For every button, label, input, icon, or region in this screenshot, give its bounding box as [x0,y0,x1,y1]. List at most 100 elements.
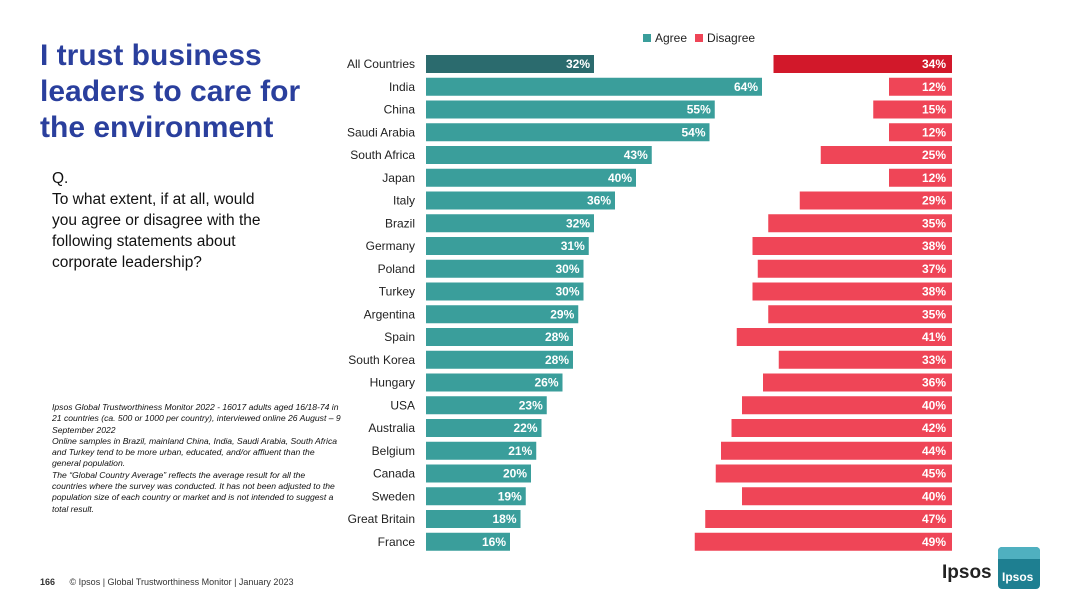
agree-value-label: 18% [492,512,516,526]
disagree-bar [889,77,952,96]
country-label: Saudi Arabia [347,125,415,139]
disagree-bar [757,259,952,278]
agree-value-label: 43% [624,148,648,162]
country-label: Great Britain [348,512,415,526]
agree-bar [426,168,636,187]
agree-bar [426,146,652,164]
agree-bar [426,100,715,119]
disagree-bar [763,373,952,392]
disagree-bar [736,328,952,346]
disagree-value-label: 47% [922,512,946,526]
disagree-value-label: 40% [922,398,946,412]
disagree-bar [768,305,952,324]
agree-value-label: 30% [555,285,579,299]
page-number: 166 [40,577,56,587]
agree-bar [426,237,589,255]
disagree-bar [799,191,952,210]
disagree-bar [721,441,952,460]
disagree-value-label: 34% [922,57,946,71]
agree-bar [426,441,537,460]
disagree-value-label: 40% [922,489,946,503]
disagree-value-label: 49% [922,535,946,549]
note-paragraph: Online samples in Brazil, mainland China… [52,435,338,469]
disagree-value-label: 42% [922,421,946,435]
question-text: To what extent, if at all, would you agr… [52,191,261,271]
country-label: South Africa [350,148,415,162]
agree-value-label: 64% [734,80,758,94]
disagree-value-label: 12% [922,171,946,185]
agree-bar [426,328,573,346]
agree-value-label: 22% [513,421,537,435]
disagree-swatch [695,34,704,42]
agree-value-label: 55% [687,103,711,117]
note-paragraph: Ipsos Global Trustworthiness Monitor 202… [52,402,341,435]
agree-bar [426,487,526,506]
disagree-bar [773,55,952,73]
agree-bar [426,55,594,73]
agree-bar [426,510,521,528]
ipsos-logo-icon: Ipsos [998,547,1040,589]
agree-value-label: 26% [534,376,558,390]
disagree-bar [715,464,952,483]
footer: 166 © Ipsos | Global Trustworthiness Mon… [40,577,293,587]
country-label: Poland [378,262,415,276]
agree-value-label: 36% [587,194,611,208]
agree-bar [426,419,542,437]
agree-value-label: 21% [508,444,532,458]
country-label: Brazil [385,216,415,230]
agree-bar [426,259,584,278]
disagree-value-label: 25% [922,148,946,162]
country-label: Argentina [364,307,416,321]
agree-value-label: 23% [519,398,543,412]
agree-value-label: 28% [545,330,569,344]
agree-value-label: 28% [545,353,569,367]
country-label: India [389,80,415,94]
disagree-value-label: 44% [922,444,946,458]
country-label: Turkey [379,285,415,299]
agree-bar [426,373,563,392]
agree-bar [426,532,510,551]
disagree-value-label: 33% [922,353,946,367]
footer-text: © Ipsos | Global Trustworthiness Monitor… [69,577,294,587]
disagree-bar [889,168,952,187]
disagree-value-label: 38% [922,239,946,253]
disagree-bar [752,282,952,301]
agree-value-label: 31% [561,239,585,253]
country-label: Australia [368,421,415,435]
agree-value-label: 54% [681,125,705,139]
logo-text: Ipsos [1002,570,1034,584]
methodology-notes: Ipsos Global Trustworthiness Monitor 202… [52,402,342,515]
brand-wordmark: Ipsos [942,562,992,583]
legend-disagree-label: Disagree [707,31,756,45]
country-label: Hungary [370,376,415,390]
page-title: I trust business leaders to care for the… [40,39,301,144]
agree-value-label: 40% [608,171,632,185]
agree-value-label: 16% [482,535,506,549]
disagree-value-label: 35% [922,307,946,321]
agree-swatch [643,34,651,42]
agree-value-label: 29% [550,307,574,321]
country-label: USA [390,398,415,412]
disagree-bar [742,487,952,506]
agree-value-label: 20% [503,467,527,481]
disagree-value-label: 41% [922,330,946,344]
agree-bar [426,77,762,96]
agree-bar [426,191,615,210]
country-label: Italy [393,194,415,208]
disagree-value-label: 29% [922,194,946,208]
agree-bar [426,305,579,324]
question-prefix: Q. [52,170,69,187]
disagree-bar [889,123,952,142]
disagree-bar [778,350,952,369]
agree-bar [426,396,547,415]
disagree-bar [705,510,952,528]
disagree-value-label: 36% [922,376,946,390]
agree-bar [426,282,584,301]
disagree-bar [873,100,952,119]
disagree-value-label: 37% [922,262,946,276]
agree-value-label: 32% [566,57,590,71]
country-label: All Countries [347,57,415,71]
agree-bar [426,464,531,483]
disagree-value-label: 12% [922,80,946,94]
